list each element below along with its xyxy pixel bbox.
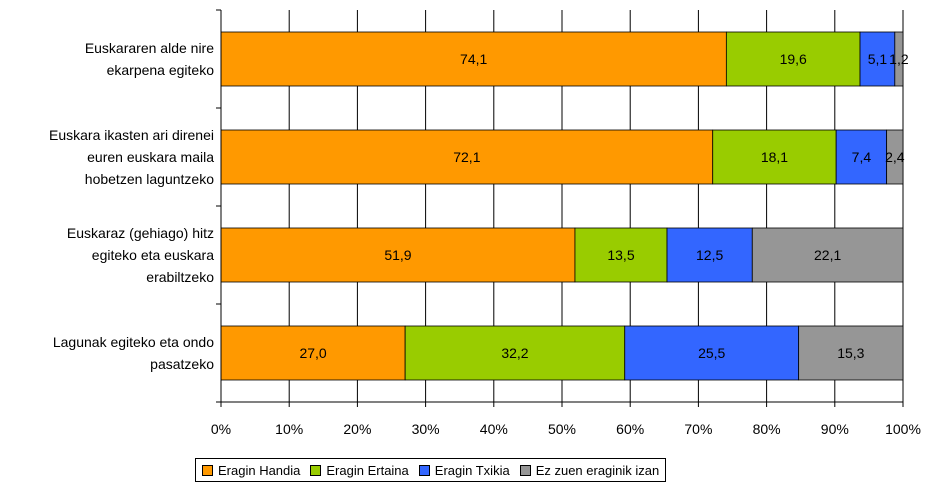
data-label: 51,9	[384, 247, 411, 263]
data-label: 12,5	[696, 247, 723, 263]
x-tick-label: 100%	[885, 421, 921, 437]
legend-item: Eragin Ertaina	[310, 462, 409, 478]
axes	[216, 9, 904, 407]
bar-segment	[712, 129, 837, 185]
bar-segment	[404, 325, 626, 381]
data-label: 2,4	[885, 149, 905, 165]
data-label: 72,1	[453, 149, 480, 165]
legend: Eragin Handia Eragin Ertaina Eragin Txikia…	[195, 458, 667, 482]
legend-label: Eragin Txikia	[434, 462, 510, 478]
legend-swatch	[418, 464, 430, 476]
x-tick-label: 0%	[211, 421, 231, 437]
bar-segment	[574, 227, 668, 283]
x-tick-label: 10%	[275, 421, 303, 437]
category-label: Euskara ikasten ari direnei euren euskar…	[49, 127, 214, 187]
legend-item: Ez zuen eraginik izan	[519, 462, 660, 478]
legend-label: Ez zuen eraginik izan	[535, 462, 660, 478]
x-tick-label: 70%	[684, 421, 712, 437]
legend-swatch	[202, 464, 213, 476]
bar-segment	[859, 31, 896, 87]
category-label: Lagunak egiteko eta ondo pasatzeko	[52, 334, 214, 372]
data-label: 27,0	[299, 345, 326, 361]
x-tick-label: 80%	[753, 421, 781, 437]
x-tick-label: 20%	[343, 421, 371, 437]
x-tick-label: 30%	[412, 421, 440, 437]
bar-segment	[220, 227, 576, 283]
data-label: 13,5	[607, 247, 634, 263]
bar-segment	[666, 227, 753, 283]
legend-swatch	[519, 464, 531, 476]
data-label: 7,4	[852, 149, 872, 165]
bars: 74,1 19,6 5,1 1,2 72,1 18,1 7,4 2,4 51,9 13,5 12,5…	[220, 31, 909, 381]
bar-segment	[894, 31, 904, 87]
data-label: 19,6	[780, 51, 807, 67]
data-label: 15,3	[837, 345, 864, 361]
legend-item: Eragin Txikia	[418, 462, 510, 478]
x-tick-label: 40%	[480, 421, 508, 437]
legend-label: Eragin Handia	[218, 462, 301, 478]
bar-group: 51,9 13,5 12,5 22,1	[220, 227, 904, 283]
legend-label: Eragin Ertaina	[326, 462, 409, 478]
data-label: 22,1	[814, 247, 841, 263]
bar-segment	[886, 129, 904, 185]
bar-segment	[725, 31, 861, 87]
bar-segment	[624, 325, 800, 381]
category-label: Euskararen alde nire ekarpena egiteko	[84, 40, 214, 78]
data-label: 1,2	[889, 51, 909, 67]
bar-segment	[835, 129, 888, 185]
data-label: 5,1	[868, 51, 888, 67]
legend-item: Eragin Handia	[202, 463, 300, 478]
bar-group: 27,0 32,2 25,5 15,3	[220, 325, 904, 381]
bar-segment	[220, 325, 406, 381]
x-tick-label: 50%	[548, 421, 576, 437]
data-label: 25,5	[698, 345, 725, 361]
x-tick-labels: 0% 10% 20% 30% 40% 50% 60% 70% 80% 90% 100%	[211, 421, 921, 437]
bar-group: 74,1 19,6 5,1 1,2	[220, 31, 909, 87]
data-label: 74,1	[460, 51, 487, 67]
bar-segment	[798, 325, 904, 381]
x-tick-label: 60%	[616, 421, 644, 437]
bar-group: 72,1 18,1 7,4 2,4	[220, 129, 905, 185]
data-label: 32,2	[501, 345, 528, 361]
category-label: Euskaraz (gehiago) hitz egiteko eta eusk…	[66, 225, 214, 285]
x-tick-label: 90%	[821, 421, 849, 437]
bar-segment	[220, 31, 727, 87]
bar-segment	[220, 129, 714, 185]
bar-segment	[751, 227, 904, 283]
data-label: 18,1	[761, 149, 788, 165]
legend-swatch	[310, 464, 322, 476]
